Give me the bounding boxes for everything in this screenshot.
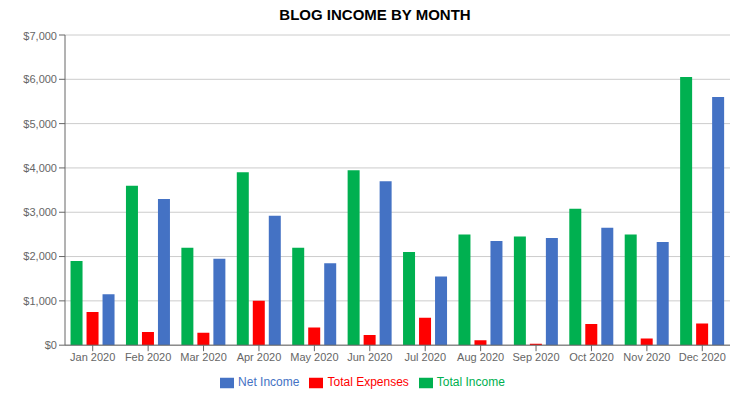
html-text:Total Income: Total Income xyxy=(436,375,505,390)
svg-text:Apr 2020: Apr 2020 xyxy=(237,351,282,363)
svg-text:Mar 2020: Mar 2020 xyxy=(180,351,226,363)
svg-text:$2,000: $2,000 xyxy=(23,250,57,262)
svg-text:$7,000: $7,000 xyxy=(23,30,57,42)
svg-text:$3,000: $3,000 xyxy=(23,206,57,218)
svg-text:$0: $0 xyxy=(45,339,57,351)
svg-text:Sep 2020: Sep 2020 xyxy=(512,351,559,363)
svg-text:Nov 2020: Nov 2020 xyxy=(623,351,670,363)
svg-text:$6,000: $6,000 xyxy=(23,73,57,85)
svg-text:$5,000: $5,000 xyxy=(23,118,57,130)
svg-text:$4,000: $4,000 xyxy=(23,162,57,174)
svg-text:Aug 2020: Aug 2020 xyxy=(457,351,504,363)
svg-text:May 2020: May 2020 xyxy=(290,351,338,363)
svg-text:Jan 2020: Jan 2020 xyxy=(70,351,115,363)
svg-text:Jun 2020: Jun 2020 xyxy=(347,351,392,363)
html-text:Net Income: Net Income xyxy=(238,375,300,390)
html-text:Total Expenses: Total Expenses xyxy=(327,375,409,390)
svg-text:$1,000: $1,000 xyxy=(23,295,57,307)
svg-text:Feb 2020: Feb 2020 xyxy=(125,351,171,363)
svg-text:Jul 2020: Jul 2020 xyxy=(404,351,446,363)
svg-text:Dec 2020: Dec 2020 xyxy=(679,351,726,363)
svg-text:Oct 2020: Oct 2020 xyxy=(569,351,614,363)
html-text:BLOG INCOME BY MONTH: BLOG INCOME BY MONTH xyxy=(279,6,471,23)
